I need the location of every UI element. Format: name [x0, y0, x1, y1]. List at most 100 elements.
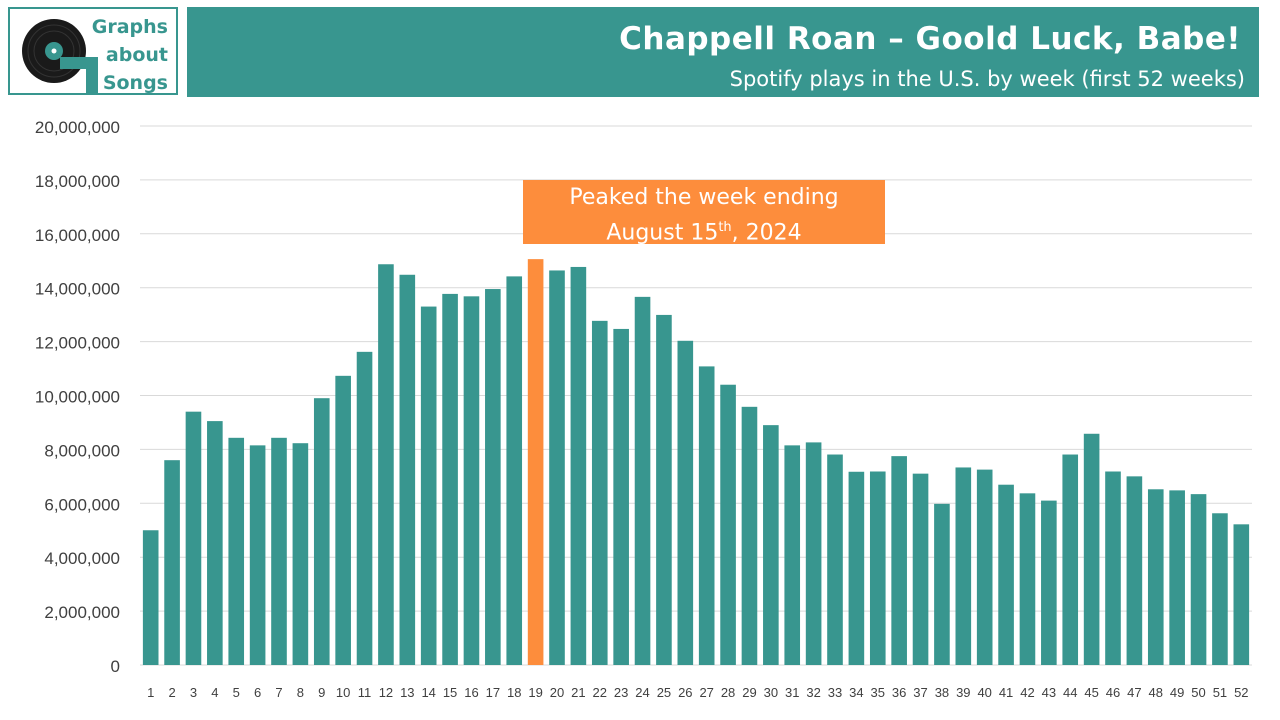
chart-title: Chappell Roan – Goold Luck, Babe! — [619, 21, 1241, 57]
bar — [1190, 494, 1207, 665]
bar — [228, 437, 245, 665]
bar — [249, 445, 266, 665]
x-tick-label: 31 — [785, 685, 799, 700]
bar — [763, 425, 779, 665]
bar — [1233, 524, 1250, 665]
x-tick-label: 52 — [1234, 685, 1248, 700]
bar — [634, 296, 651, 665]
x-tick-label: 21 — [571, 685, 585, 700]
bar — [356, 351, 373, 665]
bar — [207, 421, 223, 665]
bar — [656, 314, 672, 665]
x-tick-label: 3 — [190, 685, 197, 700]
x-tick-label: 15 — [443, 685, 457, 700]
x-tick-label: 25 — [657, 685, 671, 700]
x-tick-label: 51 — [1213, 685, 1227, 700]
x-tick-label: 18 — [507, 685, 521, 700]
x-tick-label: 45 — [1084, 685, 1098, 700]
peak-bar — [527, 259, 544, 665]
y-tick-label: 14,000,000 — [35, 280, 120, 299]
title-banner: Chappell Roan – Goold Luck, Babe! Spotif… — [187, 7, 1259, 97]
x-tick-label: 32 — [806, 685, 820, 700]
bar — [591, 320, 608, 665]
bar — [720, 384, 736, 665]
x-tick-label: 29 — [742, 685, 756, 700]
logo-text: Graphs about Songs — [92, 13, 168, 97]
x-tick-label: 22 — [593, 685, 607, 700]
bar — [1105, 471, 1121, 665]
x-tick-label: 7 — [275, 685, 282, 700]
x-tick-label: 30 — [764, 685, 778, 700]
x-tick-label: 33 — [828, 685, 842, 700]
bar — [335, 375, 351, 665]
y-tick-label: 12,000,000 — [35, 334, 120, 353]
x-tick-label: 1 — [147, 685, 154, 700]
bar — [399, 274, 416, 665]
peak-date-year: , 2024 — [731, 220, 802, 246]
x-tick-label: 9 — [318, 685, 325, 700]
x-tick-label: 42 — [1020, 685, 1034, 700]
bar — [1019, 493, 1036, 665]
y-tick-label: 16,000,000 — [35, 226, 120, 245]
peak-date-suffix: th — [718, 220, 732, 235]
y-tick-label: 20,000,000 — [35, 118, 120, 137]
bar — [869, 471, 886, 665]
bar — [142, 530, 159, 665]
x-tick-label: 8 — [297, 685, 304, 700]
x-tick-label: 37 — [913, 685, 927, 700]
x-tick-label: 47 — [1127, 685, 1141, 700]
y-tick-label: 8,000,000 — [44, 441, 120, 460]
x-tick-label: 2 — [168, 685, 175, 700]
x-tick-label: 16 — [464, 685, 478, 700]
bar — [805, 442, 822, 665]
logo-line-2: about — [105, 44, 168, 66]
x-tick-label: 40 — [977, 685, 991, 700]
bar — [271, 437, 287, 665]
x-tick-label: 43 — [1042, 685, 1056, 700]
x-tick-label: 26 — [678, 685, 692, 700]
bar — [741, 406, 758, 665]
y-tick-label: 4,000,000 — [44, 549, 120, 568]
x-tick-label: 46 — [1106, 685, 1120, 700]
x-tick-label: 44 — [1063, 685, 1077, 700]
x-tick-label: 6 — [254, 685, 261, 700]
bar — [1169, 490, 1185, 665]
peak-annotation-line-1: Peaked the week ending — [569, 185, 839, 210]
chart-subtitle: Spotify plays in the U.S. by week (first… — [729, 67, 1245, 91]
y-tick-label: 6,000,000 — [44, 495, 120, 514]
bar — [442, 293, 458, 665]
peak-annotation-line-2: August 15th, 2024 — [523, 213, 885, 248]
bar — [1147, 489, 1164, 665]
x-tick-label: 12 — [379, 685, 393, 700]
bar — [292, 443, 309, 665]
bar — [827, 454, 843, 665]
bar — [934, 503, 950, 665]
bar — [1126, 476, 1143, 665]
x-tick-label: 35 — [871, 685, 885, 700]
x-tick-label: 23 — [614, 685, 628, 700]
bar — [570, 266, 587, 665]
bar — [784, 445, 801, 665]
bar — [420, 306, 437, 665]
logo: Graphs about Songs — [8, 7, 178, 95]
bar — [998, 484, 1014, 665]
y-tick-label: 2,000,000 — [44, 603, 120, 622]
logo-line-1: Graphs — [91, 16, 168, 38]
bar — [549, 270, 565, 665]
x-tick-label: 50 — [1191, 685, 1205, 700]
x-tick-label: 14 — [421, 685, 435, 700]
x-tick-label: 38 — [935, 685, 949, 700]
bar — [185, 411, 202, 665]
x-tick-label: 48 — [1149, 685, 1163, 700]
x-tick-label: 13 — [400, 685, 414, 700]
x-tick-label: 20 — [550, 685, 564, 700]
bar — [891, 456, 907, 665]
x-tick-label: 28 — [721, 685, 735, 700]
bar — [463, 296, 480, 665]
bar — [848, 471, 865, 665]
x-tick-label: 10 — [336, 685, 350, 700]
bar — [912, 473, 929, 665]
y-tick-label: 10,000,000 — [35, 388, 120, 407]
x-tick-label: 19 — [528, 685, 542, 700]
